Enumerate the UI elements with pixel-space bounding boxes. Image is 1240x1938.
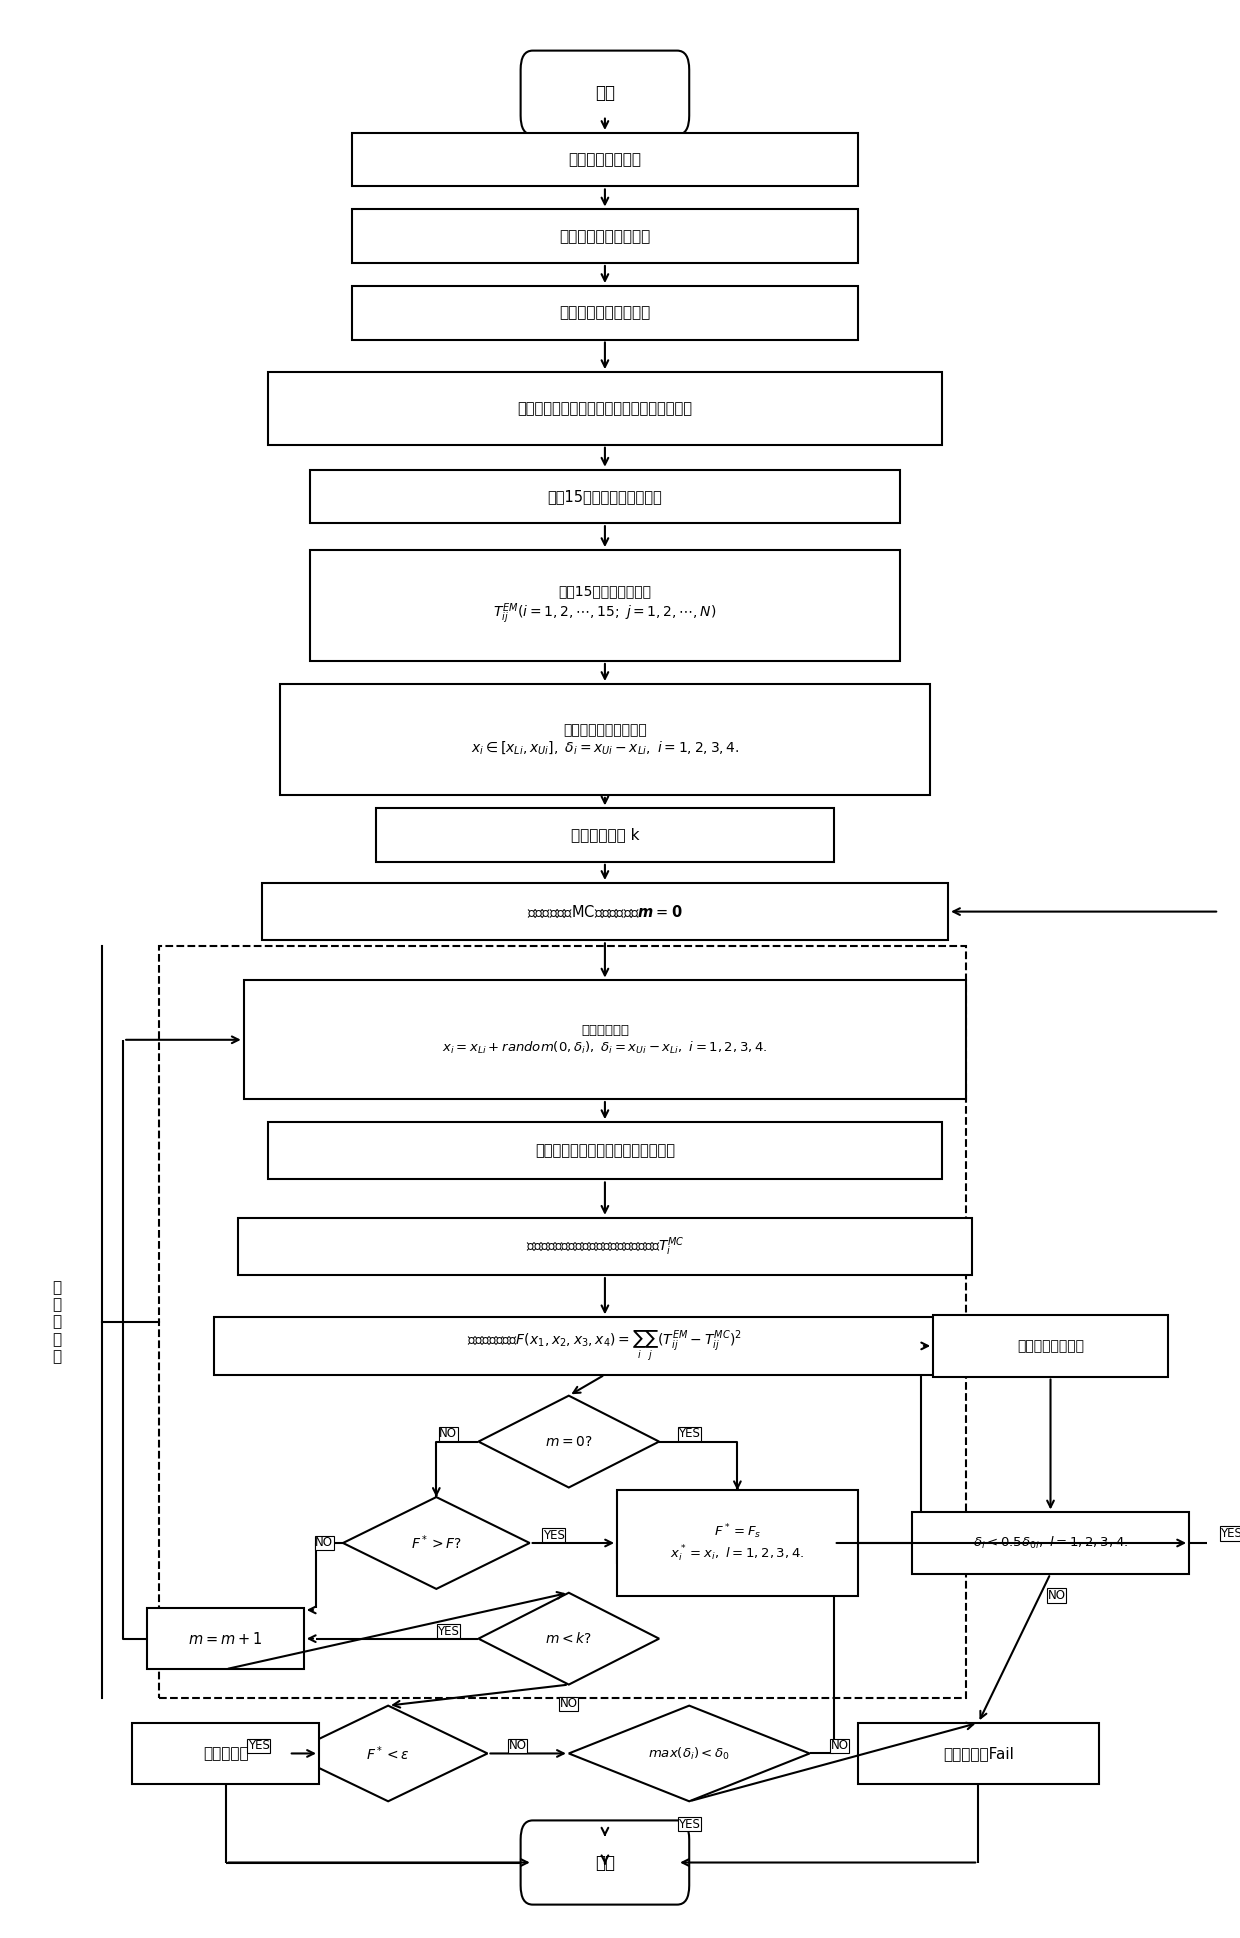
Bar [148, 1609, 304, 1669]
Bar [268, 1122, 942, 1180]
Text: YES: YES [678, 1818, 701, 1831]
Bar [310, 550, 900, 661]
Bar [280, 684, 930, 795]
Text: YES: YES [1220, 1527, 1240, 1541]
Text: 将发热量和初始温度代入有限元计算: 将发热量和初始温度代入有限元计算 [534, 1143, 675, 1159]
Text: YES: YES [438, 1624, 459, 1638]
Bar [376, 808, 833, 862]
Bar [268, 372, 942, 444]
FancyBboxPatch shape [521, 1820, 689, 1905]
Text: 建立工作台有限元模型: 建立工作台有限元模型 [559, 304, 651, 320]
Text: 输出结果：Fail: 输出结果：Fail [942, 1746, 1013, 1762]
Text: YES: YES [678, 1428, 701, 1440]
Text: NO: NO [508, 1738, 527, 1752]
Text: 初始化参数分布区间：
$x_i\in[x_{Li},x_{Ui}],\ \delta_i=x_{Ui}-x_{Li},\ i=1,2,3,4.$: 初始化参数分布区间： $x_i\in[x_{Li},x_{Ui}],\ \del… [470, 723, 739, 756]
Text: 执行有限元计算然后提取有限元计算温度：$\boldsymbol{T_i^{MC}}$: 执行有限元计算然后提取有限元计算温度：$\boldsymbol{T_i^{MC}… [526, 1235, 684, 1258]
Bar [352, 287, 858, 339]
Text: 给出工作台的几何参数: 给出工作台的几何参数 [559, 229, 651, 244]
Text: 结束: 结束 [595, 1853, 615, 1872]
Text: NO: NO [1048, 1589, 1065, 1603]
Bar [932, 1316, 1168, 1376]
Text: $F^*=F_s$
$x_i^*=x_i,\ l=1,2,3,4.$: $F^*=F_s$ $x_i^*=x_i,\ l=1,2,3,4.$ [671, 1521, 805, 1564]
Text: $m=m+1$: $m=m+1$ [188, 1630, 263, 1647]
Text: $m<k$?: $m<k$? [546, 1632, 593, 1645]
Text: 决定参数分配区间: 决定参数分配区间 [1017, 1339, 1084, 1353]
Bar [213, 1318, 996, 1374]
Text: $\delta_i<0.5\delta_{0i},\ l=1,2,3,4.$: $\delta_i<0.5\delta_{0i},\ l=1,2,3,4.$ [973, 1535, 1128, 1550]
Polygon shape [289, 1705, 487, 1800]
Text: 计算目标函数：$F(x_1,x_2,x_3,x_4)=\sum_i\sum_j(T_{ij}^{EM}-T_{ij}^{MC})^2$: 计算目标函数：$F(x_1,x_2,x_3,x_4)=\sum_i\sum_j(… [467, 1329, 743, 1362]
Polygon shape [479, 1395, 660, 1488]
Text: 给出抽样次数 k: 给出抽样次数 k [570, 828, 639, 843]
Text: $F^*<\varepsilon$: $F^*<\varepsilon$ [366, 1744, 410, 1764]
Polygon shape [343, 1496, 529, 1589]
Text: $F^*>F$?: $F^*>F$? [410, 1533, 463, 1552]
Polygon shape [479, 1593, 660, 1684]
Text: 蒙
特
卡
洛
法: 蒙 特 卡 洛 法 [52, 1279, 62, 1364]
Bar [352, 209, 858, 264]
Bar [310, 469, 900, 523]
Text: 蒙特卡洛法（MC）模拟次数：$\boldsymbol{m}=\mathbf{0}$: 蒙特卡洛法（MC）模拟次数：$\boldsymbol{m}=\mathbf{0}… [527, 903, 683, 921]
Text: 给出15个点的连续温度
$T_{ij}^{EM}(i=1,2,\cdots,15;\ j=1,2,\cdots,N)$: 给出15个点的连续温度 $T_{ij}^{EM}(i=1,2,\cdots,15… [494, 585, 717, 626]
Bar [133, 1723, 319, 1785]
Text: $max(\delta_i)<\delta_0$: $max(\delta_i)<\delta_0$ [649, 1746, 730, 1762]
Text: 确定发热量：
$x_i=x_{Li}+random(0,\delta_i),\ \delta_i=x_{Ui}-x_{Li},\ i=1,2,3,4.$: 确定发热量： $x_i=x_{Li}+random(0,\delta_i),\ … [443, 1023, 768, 1056]
Bar [618, 1490, 858, 1595]
Text: NO: NO [831, 1738, 848, 1752]
Text: 输出发热量: 输出发热量 [203, 1746, 248, 1762]
Bar [262, 884, 949, 940]
Text: NO: NO [439, 1428, 458, 1440]
Text: 给出工作台的速度: 给出工作台的速度 [568, 153, 641, 167]
Text: YES: YES [248, 1738, 269, 1752]
Polygon shape [569, 1705, 810, 1800]
Text: $m=0$?: $m=0$? [544, 1434, 593, 1448]
Text: 计算换热系数：给出对流换热系数和初始温度: 计算换热系数：给出对流换热系数和初始温度 [517, 401, 692, 417]
Bar [159, 946, 966, 1698]
Bar [911, 1512, 1189, 1574]
Text: 确定15个给定点的节点编号: 确定15个给定点的节点编号 [548, 488, 662, 504]
FancyBboxPatch shape [521, 50, 689, 136]
Bar [243, 981, 966, 1099]
Text: NO: NO [315, 1537, 334, 1550]
Bar [238, 1217, 972, 1275]
Text: 开始: 开始 [595, 83, 615, 101]
Text: YES: YES [543, 1529, 564, 1543]
Bar [858, 1723, 1099, 1785]
Bar [352, 134, 858, 186]
Text: NO: NO [559, 1698, 578, 1709]
